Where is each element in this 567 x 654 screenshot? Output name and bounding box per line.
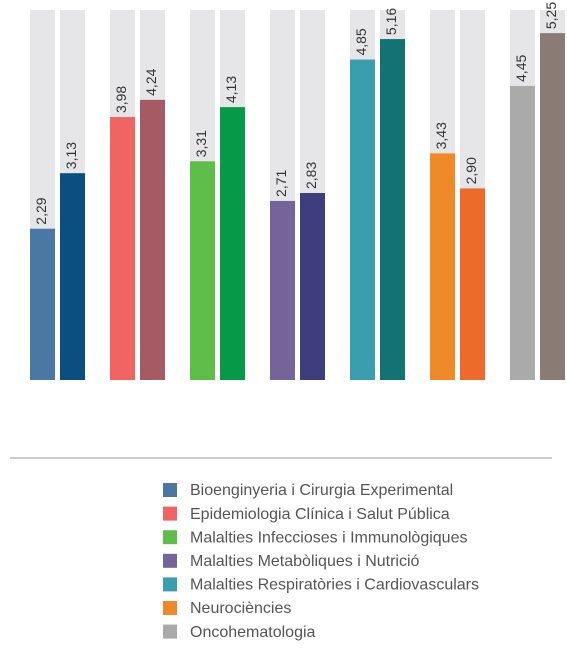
- bar: [430, 153, 455, 380]
- value-label: 4,85: [353, 28, 369, 55]
- bar: [60, 173, 85, 380]
- value-label: 5,16: [383, 8, 399, 35]
- legend-swatch: [163, 624, 177, 639]
- legend-label: Malalties Infeccioses i Immunològiques: [190, 529, 467, 546]
- value-label: 4,45: [513, 55, 529, 82]
- value-label: 4,13: [223, 76, 239, 103]
- bar: [110, 117, 135, 381]
- value-label: 3,43: [433, 122, 449, 149]
- legend-label: Malalties Metabòliques i Nutrició: [190, 553, 420, 570]
- legend-label: Malalties Respiratòries i Cardiovascular…: [190, 577, 479, 594]
- bar: [350, 59, 375, 381]
- legend-swatch: [163, 553, 177, 568]
- bar: [30, 228, 55, 380]
- legend-swatch: [163, 530, 177, 545]
- value-label: 2,83: [303, 162, 319, 189]
- value-label: 2,71: [273, 169, 289, 196]
- value-label: 2,29: [33, 197, 49, 224]
- value-label: 3,31: [193, 130, 209, 157]
- legend-swatch: [163, 483, 177, 497]
- bar: [460, 188, 485, 380]
- bar: [190, 161, 215, 380]
- value-label: 4,24: [143, 68, 159, 95]
- value-label: 3,98: [113, 86, 129, 113]
- legend-swatch: [163, 601, 177, 615]
- bar: [270, 200, 295, 380]
- value-label: 2,90: [463, 157, 479, 184]
- value-label: 5,25: [543, 2, 559, 29]
- legend-label: Oncohematologia: [190, 624, 316, 641]
- bar: [300, 193, 325, 380]
- bar: [140, 99, 165, 380]
- legend-swatch: [163, 577, 177, 592]
- legend-label: Bioenginyeria i Cirurgia Experimental: [190, 482, 453, 499]
- bar: [510, 85, 535, 380]
- legend-label: Epidemiologia Clínica i Salut Pública: [190, 506, 450, 523]
- bar: [540, 33, 565, 380]
- legend-swatch: [163, 506, 177, 521]
- bar: [220, 107, 245, 380]
- legend-label: Neurociències: [190, 600, 291, 617]
- value-label: 3,13: [63, 142, 79, 169]
- bar: [380, 39, 405, 380]
